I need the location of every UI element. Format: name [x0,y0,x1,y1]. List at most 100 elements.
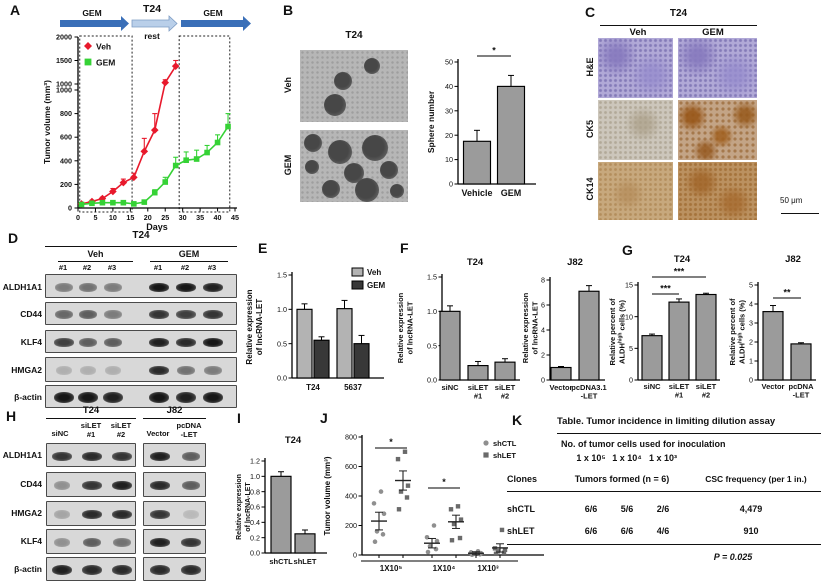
ihc-ck14-veh [598,162,673,220]
protein-band [82,538,102,547]
table-cell: 4/6 [656,526,670,536]
data-point-square [499,527,505,533]
tumor-sphere [390,184,404,198]
data-point-square [183,157,189,164]
lane-label: #1 [153,263,163,272]
x-category-label: shCTL [269,557,293,566]
y-tick-label: 10 [625,312,633,321]
y-tick-label: 1000 [56,80,72,89]
panel-c: C T24 Veh GEM H&E CK5 CK14 50 μm [545,0,824,232]
protein-band [177,366,195,375]
x-category-label: shLET [294,557,317,566]
data-point-diamond [150,126,159,134]
y-tick-label: 600 [345,462,357,471]
legend-label: shLET [493,451,516,460]
protein-band [105,366,121,375]
y-axis-label: of lncRNA-LET [531,301,540,354]
panel-g: G T24 0 5 10 15 siNC siLET #1 siLET #2 *** *** Relat… [605,232,824,417]
table-title: Table. Tumor incidence in limiting dilut… [557,416,776,427]
table-cell: 6/6 [620,526,634,536]
panel-h-blots [0,408,235,582]
lane-label: siNC [51,429,69,438]
table-cell: 910 [743,526,759,536]
tumor-sphere [355,178,379,202]
x-category-label: T24 [306,383,320,392]
data-point-square [404,495,410,500]
y-axis-label: Relative expression [245,289,254,364]
legend-label: GEM [367,281,386,290]
x-axis-label: Days [146,222,168,232]
protein-band [80,366,96,375]
group-label: 1X10⁵ [380,564,403,573]
y-tick-label: 40 [445,82,453,91]
bar [550,366,572,381]
protein-band [181,481,201,490]
protein-label: β-actin [14,392,42,402]
data-point-circle [371,501,377,506]
y-tick-label: 0.0 [427,376,437,385]
tumor-sphere [328,140,352,164]
panel-h: H T24 J82 siNC siLET #1 siLET #2 Vector … [0,405,235,582]
lane-label: pcDNA [176,421,202,430]
data-point-square [402,449,408,454]
lane-label: siLET [110,421,132,430]
protein-band [181,565,201,575]
y-tick-label: 0.0 [277,374,287,383]
protein-band [82,510,102,519]
group-label: 1X10³ [477,564,499,573]
y-tick-label: 30 [445,106,453,115]
protein-label: HMGA2 [11,365,42,375]
panel-h-letter: H [6,408,17,424]
panel-c-title-rule [600,25,757,27]
western-blot-box [143,529,206,554]
bar [668,301,690,381]
western-blot-box [46,557,136,581]
panel-j-letter: J [320,410,328,426]
protein-label: ALDH1A1 [2,282,42,292]
protein-band [202,282,224,292]
y-tick-label: 0.4 [250,518,260,527]
panel-c-col-gem: GEM [702,27,724,38]
panel-h-t24-header: T24 [82,405,100,416]
data-point-square [455,504,461,509]
protein-band [149,538,171,547]
data-point-square [483,452,489,458]
protein-band [150,565,170,575]
x-category-label: Vector [550,383,573,392]
treatment-arrow [131,15,178,32]
y-axis-label: of lncRNA-LET [255,299,264,356]
significance-stars: ** [783,288,791,298]
bar [762,311,784,381]
significance-stars: * [442,477,446,487]
lane-label: #2 [116,430,126,439]
protein-band [150,510,170,519]
x-tick-label: 35 [196,213,204,222]
bar [695,293,717,381]
panel-f: F T24 0.0 0.5 1.0 1.5 siNC siLET #1 siLET #2 Relat… [395,232,610,417]
protein-band [82,565,102,575]
table-cell: 2/6 [656,504,670,514]
protein-band [102,392,124,403]
data-point-square [495,549,501,554]
table-dose-1e5: 1 x 10⁵ [576,453,606,463]
bar [578,290,600,381]
timeline-gem-label: GEM [203,8,222,18]
protein-band [149,451,171,461]
protein-band [56,366,72,375]
panel-j-limiting-dilution-scatter: 0 200 400 600 800 Tumor volume (mm³) * * 1X10⁵ 1X… [323,433,544,573]
data-point-diamond [84,42,92,50]
data-point-square [141,199,148,205]
x-tick-label: 45 [231,213,239,222]
protein-label: CD44 [20,479,42,489]
data-point-circle [468,550,474,555]
data-point-square [451,521,457,527]
bar [462,140,492,185]
protein-band [55,310,73,319]
protein-band [149,366,169,375]
panel-h-t24-rule [46,418,136,419]
bar [790,343,812,381]
data-series-line [81,65,177,205]
data-point-square [457,535,463,541]
chart-title: J82 [785,254,801,265]
